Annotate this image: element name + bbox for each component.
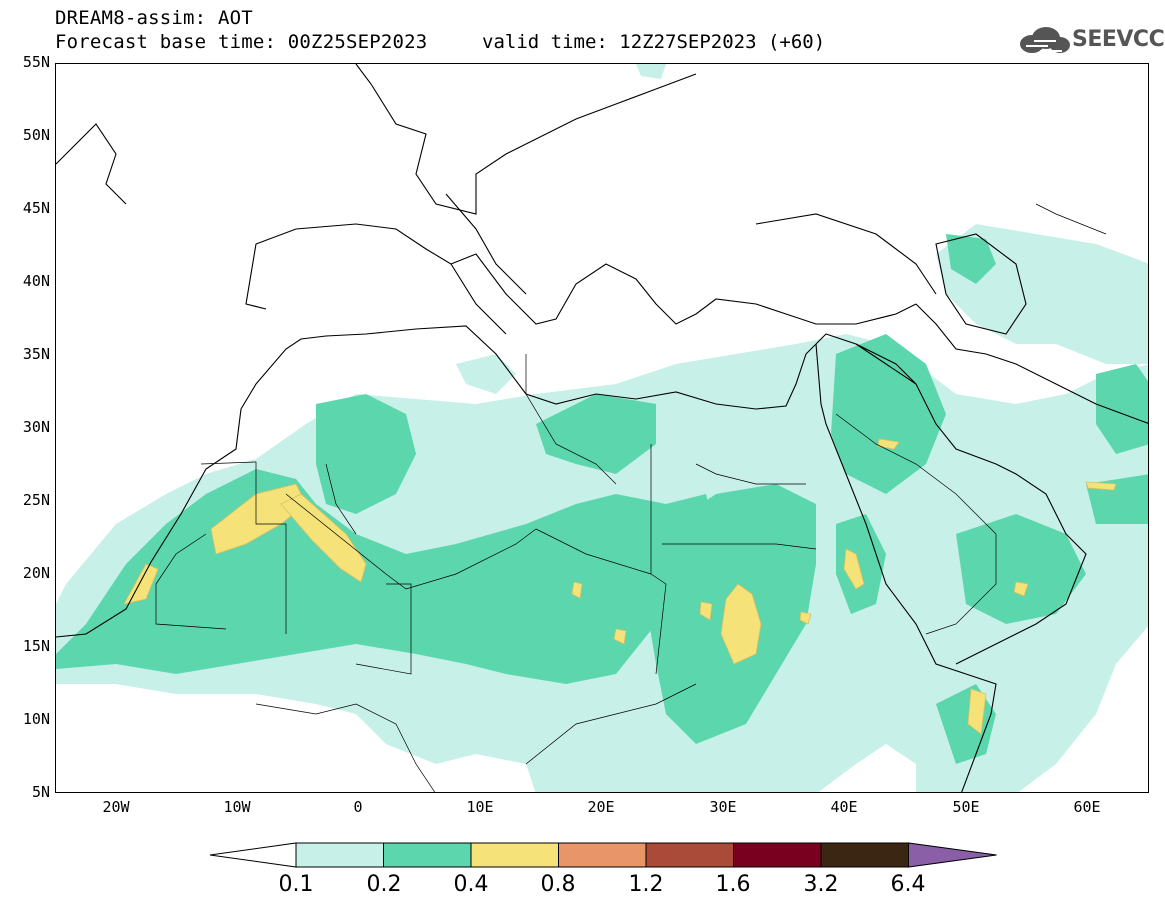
lon-label: 60E (1073, 798, 1101, 816)
map-canvas (56, 64, 1148, 792)
lat-label: 5N (31, 783, 50, 801)
aot-field-high (123, 438, 1117, 735)
lon-label: 20E (587, 798, 615, 816)
country-borders (155, 203, 1107, 792)
lat-label: 15N (22, 637, 50, 655)
valid-time: valid time: 12Z27SEP2023 (+60) (482, 31, 826, 53)
colorbar-label: 0.2 (366, 872, 402, 897)
colorbar-box (645, 842, 734, 868)
colorbar-label: 0.8 (540, 872, 576, 897)
lon-label: 10E (466, 798, 494, 816)
lat-label: 55N (22, 53, 50, 71)
lat-label: 40N (22, 272, 50, 290)
colorbar-label: 0.1 (278, 872, 314, 897)
lon-label: 30E (709, 798, 737, 816)
colorbar-label: 1.6 (715, 872, 751, 897)
lat-label: 10N (22, 710, 50, 728)
colorbar-box (295, 842, 384, 868)
colorbar-box (558, 842, 647, 868)
lon-label: 20W (102, 798, 130, 816)
lat-label: 25N (22, 491, 50, 509)
colorbar-box (733, 842, 822, 868)
aot-map (55, 63, 1149, 793)
lat-label: 35N (22, 345, 50, 363)
colorbar-label: 0.4 (453, 872, 489, 897)
chart-title: DREAM8-assim: AOT (55, 7, 253, 29)
lon-label: 0 (353, 798, 363, 816)
forecast-base-time: Forecast base time: 00Z25SEP2023 (55, 31, 428, 53)
lat-label: 30N (22, 418, 50, 436)
colorbar-label: 6.4 (890, 872, 926, 897)
colorbar-box (383, 842, 472, 868)
lat-label: 50N (22, 126, 50, 144)
seevccc-logo: SEEVCCC (1072, 27, 1165, 52)
colorbar-over-arrow (908, 842, 997, 868)
colorbar-under-arrow (209, 842, 297, 868)
lon-label: 40E (830, 798, 858, 816)
colorbar-box (820, 842, 909, 868)
coastlines (56, 64, 1148, 792)
colorbar-label: 1.2 (628, 872, 664, 897)
lat-label: 20N (22, 564, 50, 582)
lon-label: 50E (952, 798, 980, 816)
lat-label: 45N (22, 199, 50, 217)
cloud-icon (1020, 27, 1070, 53)
lon-label: 10W (223, 798, 251, 816)
colorbar-label: 3.2 (803, 872, 839, 897)
colorbar-box (470, 842, 559, 868)
